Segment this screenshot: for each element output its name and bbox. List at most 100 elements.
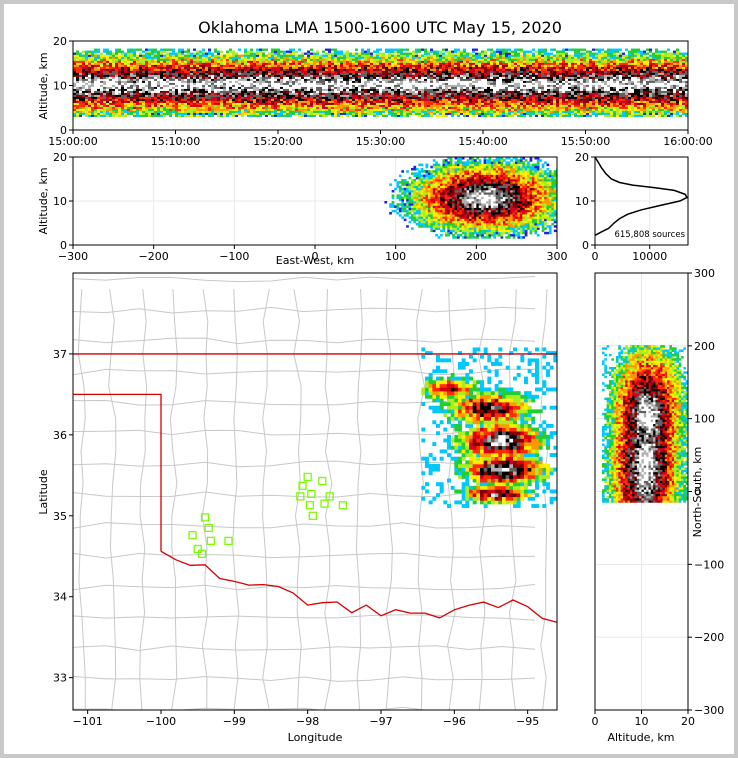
time-height-cell [244, 72, 247, 75]
time-height-cell [154, 96, 157, 99]
time-height-cell [475, 58, 478, 61]
time-height-cell [229, 96, 232, 99]
time-height-cell [286, 98, 289, 101]
time-height-cell [238, 104, 241, 107]
time-height-cell [256, 68, 259, 71]
time-height-cell [361, 108, 364, 111]
time-height-cell [199, 82, 202, 85]
time-height-cell [346, 58, 349, 61]
time-height-cell [190, 110, 193, 113]
time-height-cell [454, 52, 457, 55]
time-height-cell [526, 52, 529, 55]
time-height-cell [238, 102, 241, 105]
time-height-cell [343, 88, 346, 91]
time-height-cell [403, 102, 406, 105]
time-height-cell [211, 62, 214, 65]
time-height-cell [448, 50, 451, 53]
time-height-cell [214, 80, 217, 83]
time-height-cell [85, 70, 88, 73]
time-height-cell [226, 112, 229, 115]
time-height-cell [469, 86, 472, 89]
time-height-cell [460, 104, 463, 107]
time-height-cell [187, 94, 190, 97]
time-height-cell [100, 84, 103, 87]
time-height-cell [508, 106, 511, 109]
time-height-cell [346, 114, 349, 117]
time-height-cell [367, 110, 370, 113]
time-height-cell [319, 74, 322, 77]
time-height-cell [268, 102, 271, 105]
time-height-cell [184, 84, 187, 87]
time-height-cell [424, 88, 427, 91]
time-height-cell [508, 78, 511, 81]
time-height-cell [349, 90, 352, 93]
time-height-cell [316, 60, 319, 63]
time-height-cell [400, 64, 403, 67]
time-height-cell [445, 70, 448, 73]
time-height-cell [241, 86, 244, 89]
time-height-cell [322, 94, 325, 97]
time-height-cell [277, 96, 280, 99]
time-height-cell [442, 58, 445, 61]
time-height-cell [358, 96, 361, 99]
time-height-cell [313, 90, 316, 93]
time-height-cell [427, 98, 430, 101]
time-height-cell [262, 84, 265, 87]
time-height-cell [292, 80, 295, 83]
time-height-cell [205, 112, 208, 115]
time-height-cell [280, 64, 283, 67]
time-height-cell [442, 84, 445, 87]
time-height-cell [349, 98, 352, 101]
time-height-cell [340, 106, 343, 109]
time-height-cell [226, 62, 229, 65]
time-height-cell [205, 108, 208, 111]
time-height-cell [313, 104, 316, 107]
time-height-cell [439, 94, 442, 97]
time-height-cell [433, 72, 436, 75]
time-height-cell [169, 86, 172, 89]
time-height-cell [511, 92, 514, 95]
time-height-cell [166, 70, 169, 73]
time-height-cell [268, 54, 271, 57]
time-height-cell [235, 110, 238, 113]
time-height-cell [223, 96, 226, 99]
time-height-cell [97, 62, 100, 65]
time-height-cell [439, 78, 442, 81]
time-height-cell [181, 114, 184, 117]
time-height-cell [100, 112, 103, 115]
time-height-cell [175, 64, 178, 67]
time-height-cell [394, 56, 397, 59]
time-height-cell [181, 100, 184, 103]
time-height-cell [526, 76, 529, 79]
time-height-cell [298, 96, 301, 99]
time-height-cell [79, 74, 82, 77]
time-height-cell [250, 102, 253, 105]
time-height-cell [265, 94, 268, 97]
time-height-cell [322, 50, 325, 53]
time-height-cell [463, 80, 466, 83]
time-height-cell [400, 48, 403, 51]
time-height-cell [154, 86, 157, 89]
time-height-cell [91, 74, 94, 77]
time-height-cell [217, 84, 220, 87]
time-height-cell [322, 114, 325, 117]
time-height-cell [82, 84, 85, 87]
time-height-cell [79, 60, 82, 63]
time-height-cell [517, 96, 520, 99]
time-height-cell [337, 74, 340, 77]
time-height-cell [388, 112, 391, 115]
time-height-cell [337, 88, 340, 91]
time-height-cell [199, 80, 202, 83]
time-height-cell [259, 84, 262, 87]
time-height-cell [172, 92, 175, 95]
time-height-cell [109, 104, 112, 107]
time-height-cell [505, 76, 508, 79]
time-height-cell [88, 106, 91, 109]
time-height-cell [382, 56, 385, 59]
time-height-cell [499, 114, 502, 117]
time-height-cell [142, 70, 145, 73]
time-height-cell [361, 106, 364, 109]
time-height-cell [115, 72, 118, 75]
time-height-cell [241, 54, 244, 57]
time-height-cell [283, 52, 286, 55]
